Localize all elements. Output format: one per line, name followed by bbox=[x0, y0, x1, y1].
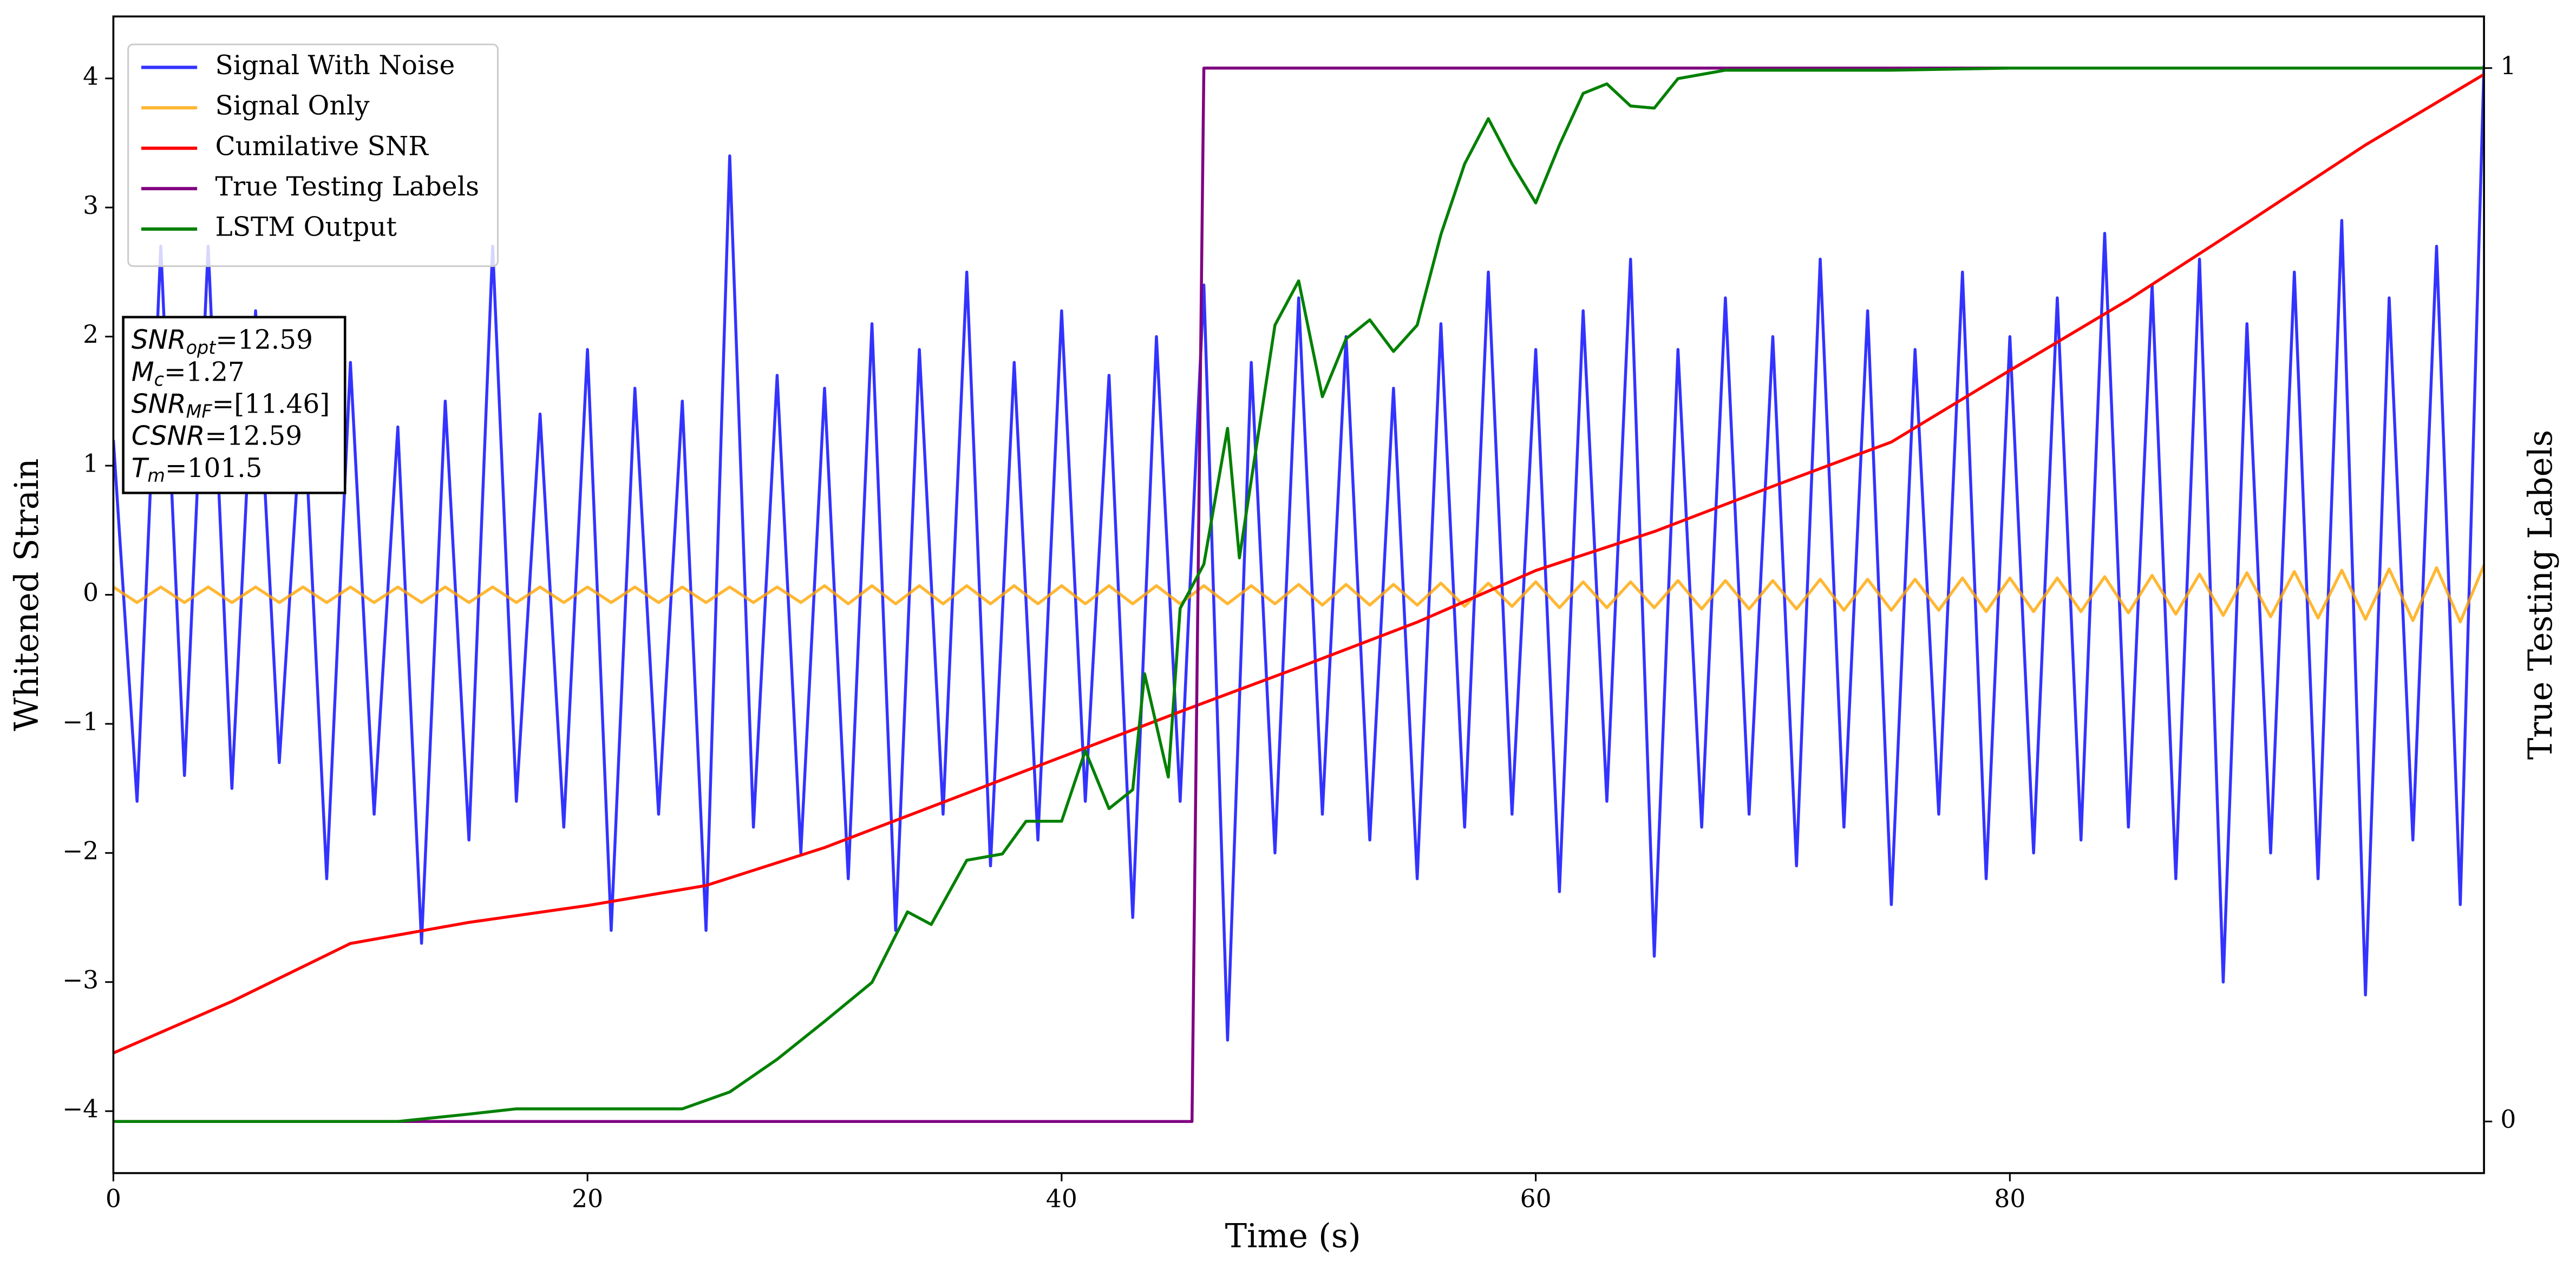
annotation-main: M bbox=[132, 357, 154, 387]
annotation-sub: MF bbox=[186, 401, 213, 422]
y-tick-label: 0 bbox=[83, 578, 99, 607]
y-tick-label: −4 bbox=[62, 1095, 99, 1123]
legend-label: Signal With Noise bbox=[215, 50, 455, 81]
x-tick-label: 60 bbox=[1520, 1185, 1552, 1213]
annotation-main: SNR bbox=[132, 325, 186, 355]
plot-area bbox=[113, 65, 2485, 1123]
x-tick-label: 80 bbox=[1994, 1185, 2025, 1213]
annotation-line: Tm=101.5 bbox=[132, 453, 263, 486]
y-tick-label: 1 bbox=[83, 449, 99, 478]
y-tick-label: 2 bbox=[83, 320, 99, 349]
x-tick-label: 40 bbox=[1046, 1185, 1077, 1213]
annotation-sub: m bbox=[147, 465, 165, 486]
legend-label: Signal Only bbox=[215, 91, 370, 121]
annotation-text: =101.5 bbox=[165, 453, 263, 483]
annotation-line: CSNR=12.59 bbox=[132, 421, 302, 451]
annotation-sub: opt bbox=[186, 337, 217, 358]
y2-tick-label: 0 bbox=[2500, 1105, 2516, 1134]
annotation-text: =[11.46] bbox=[212, 389, 330, 419]
annotation-line: SNRMF=[11.46] bbox=[132, 389, 330, 422]
series-line bbox=[113, 67, 2485, 1123]
annotation-main: CSNR bbox=[132, 421, 205, 452]
annotation-line: SNRopt=12.59 bbox=[132, 325, 313, 358]
annotation-text: =1.27 bbox=[164, 357, 245, 387]
legend-label: True Testing Labels bbox=[215, 172, 480, 202]
x-tick-label: 20 bbox=[572, 1185, 603, 1213]
y2-axis-label: True Testing Labels bbox=[2522, 430, 2560, 760]
x-axis-label: Time (s) bbox=[1225, 1218, 1361, 1256]
annotation-box bbox=[122, 316, 346, 494]
y-tick-label: −2 bbox=[62, 837, 99, 865]
x-tick-label: 0 bbox=[106, 1185, 121, 1213]
y-tick-label: 3 bbox=[83, 191, 99, 220]
annotation-text: =12.59 bbox=[205, 421, 302, 451]
annotation-main: T bbox=[132, 453, 149, 484]
series-line bbox=[113, 73, 2485, 1055]
series-line bbox=[113, 65, 2485, 1042]
y-tick-label: 4 bbox=[83, 62, 99, 90]
y-tick-label: −1 bbox=[62, 707, 99, 736]
y2-tick-label: 1 bbox=[2500, 51, 2516, 80]
annotation-main: SNR bbox=[132, 389, 186, 420]
y-axis-label: Whitened Strain bbox=[8, 459, 46, 731]
annotation-line: Mc=1.27 bbox=[132, 357, 245, 390]
legend-label: Cumilative SNR bbox=[215, 131, 429, 161]
legend-box bbox=[127, 43, 499, 267]
annotation-sub: c bbox=[154, 369, 164, 390]
series-line bbox=[113, 67, 2485, 1123]
legend-label: LSTM Output bbox=[215, 212, 397, 243]
series-line bbox=[113, 564, 2485, 624]
y-tick-label: −3 bbox=[62, 965, 99, 994]
annotation-text: =12.59 bbox=[215, 325, 313, 355]
